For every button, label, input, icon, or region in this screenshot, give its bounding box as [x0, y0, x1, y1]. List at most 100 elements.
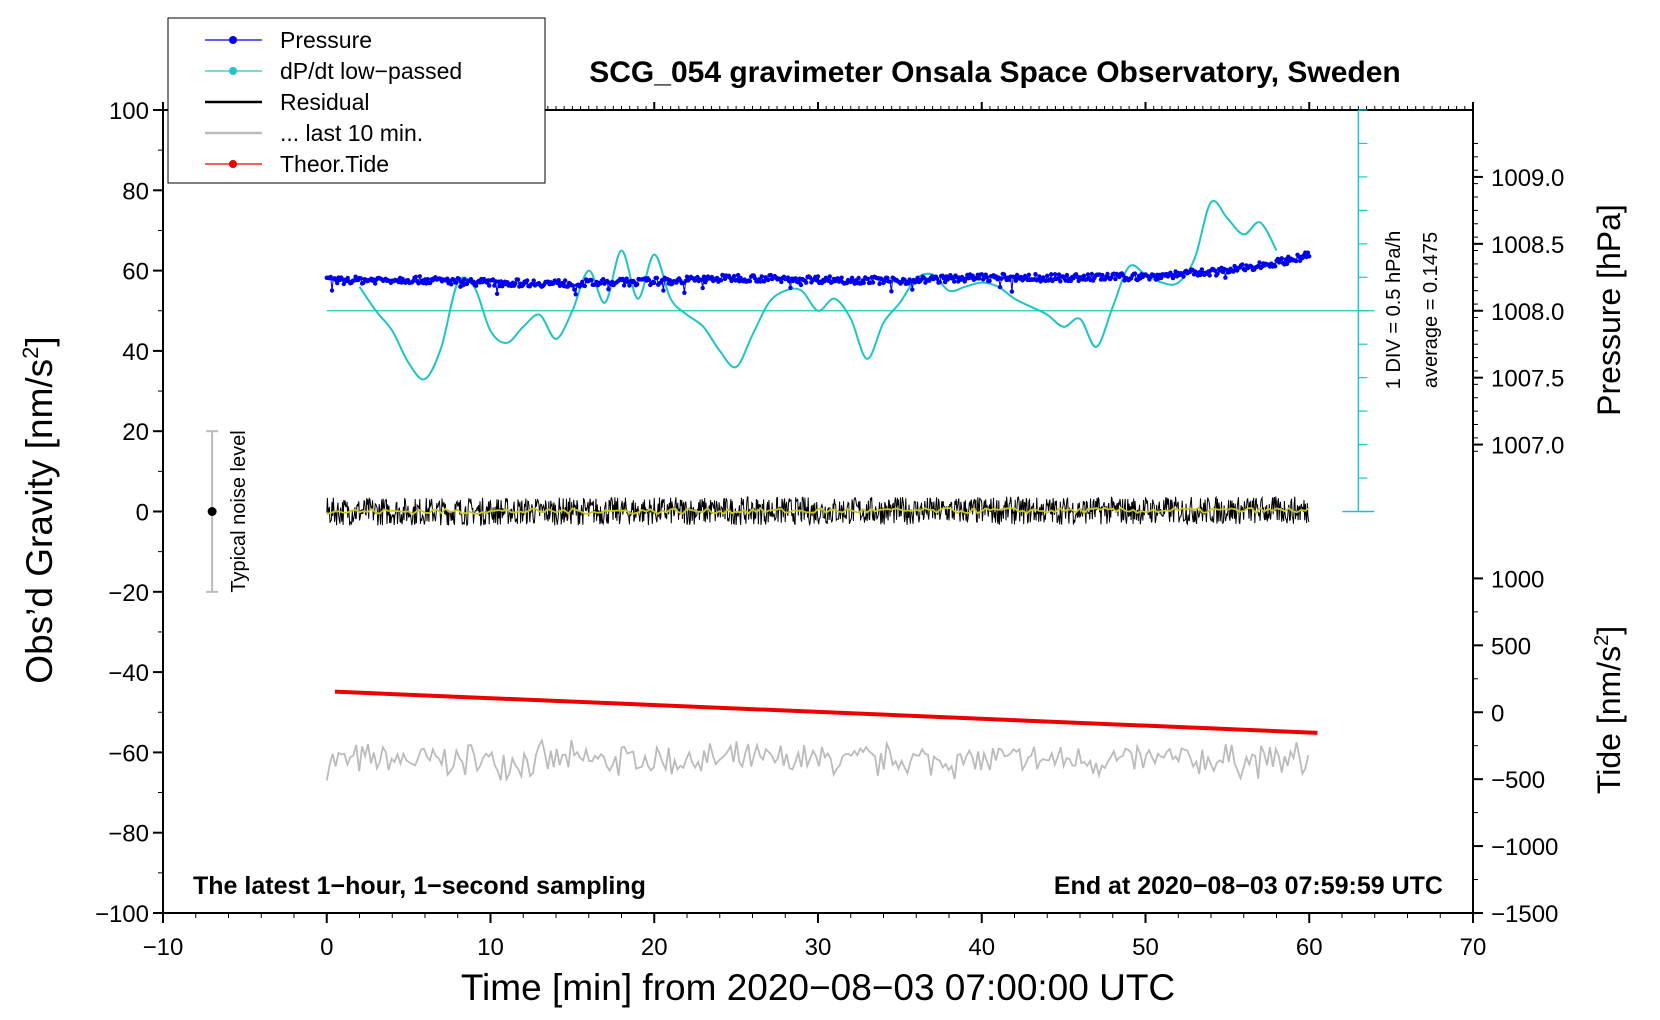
pressure-point [1085, 272, 1091, 277]
pressure-point [984, 275, 990, 280]
dpdt-scale: 1 DIV = 0.5 hPa/h average = 0.1475 [326, 109, 1442, 513]
noise-indicator: Typical noise level [206, 430, 250, 593]
y-tick-label: −40 [108, 660, 149, 687]
pressure-point [345, 275, 350, 281]
y-label-left-end: ] [19, 336, 60, 346]
pressure-point [856, 275, 861, 281]
y-label-tide-sup: 2 [1591, 635, 1613, 646]
pressure-point [735, 272, 741, 278]
pressure-point [682, 290, 687, 295]
y-label-tide-main: Tide [nm/s [1591, 646, 1627, 794]
pressure-point [798, 282, 804, 288]
pressure-point [1159, 275, 1164, 281]
pressure-point [646, 277, 652, 283]
pressure-point [999, 276, 1004, 281]
x-tick-label: 40 [968, 934, 995, 961]
pressure-point [979, 272, 984, 277]
pressure-point [563, 278, 568, 283]
x-tick-label: 10 [477, 934, 504, 961]
pressure-point [454, 280, 459, 285]
pressure-point [701, 274, 707, 279]
pressure-point [1305, 250, 1311, 255]
series-group [324, 199, 1318, 783]
pressure-point [413, 274, 418, 280]
pressure-tick-label: 1007.0 [1491, 433, 1564, 460]
pressure-point [494, 291, 500, 296]
pressure-point [582, 283, 587, 289]
pressure-point [492, 283, 497, 288]
pressure-point [718, 278, 724, 283]
y-tick-label: −60 [108, 740, 149, 767]
pressure-point [997, 284, 1003, 290]
pressure-point [570, 283, 576, 288]
tide-axis-ticks: −1500 −1000 −500 0 500 1000 [1473, 566, 1558, 928]
pressure-point [910, 287, 915, 292]
y-tick-label: 80 [122, 178, 149, 205]
x-tick-label: 60 [1296, 934, 1323, 961]
tide-tick-label: −1500 [1491, 901, 1558, 928]
pressure-point [652, 280, 657, 285]
pressure-point [766, 277, 771, 283]
pressure-point [341, 281, 346, 287]
pressure-point [1064, 272, 1070, 278]
pressure-tick-label: 1008.0 [1491, 299, 1564, 326]
y-axis-label-left: Obs’d Gravity [nm/s2] [18, 336, 60, 683]
x-axis-label: Time [min] from 2020−08−03 07:00:00 UTC [461, 967, 1175, 1008]
tide-tick-label: 0 [1491, 700, 1504, 727]
x-axis-ticks: −10 0 10 20 30 40 50 60 70 [143, 102, 1486, 961]
pressure-point [1223, 275, 1228, 280]
legend-box [167, 17, 546, 184]
pressure-point [1279, 256, 1284, 261]
x-tick-label: 0 [320, 934, 333, 961]
pressure-point [779, 279, 784, 285]
pressure-point [606, 287, 611, 292]
y-tick-label: −100 [95, 901, 149, 928]
x-tick-label: 50 [1132, 934, 1159, 961]
chart-title: SCG_054 gravimeter Onsala Space Observat… [589, 56, 1401, 89]
pressure-point [572, 287, 577, 292]
pressure-point [661, 288, 666, 293]
legend-label: ... last 10 min. [280, 120, 423, 146]
tide-tick-label: −1000 [1491, 834, 1558, 861]
y-axis-label-tide: Tide [nm/s2] [1591, 626, 1627, 794]
pressure-point [952, 279, 957, 284]
series-pressure [324, 250, 1312, 297]
legend-label: Residual [280, 89, 370, 115]
tide-tick-label: −500 [1491, 767, 1545, 794]
pressure-tick-label: 1007.5 [1491, 366, 1564, 393]
pressure-point [1049, 272, 1054, 277]
legend-label: Theor.Tide [280, 151, 389, 177]
pressure-point [1026, 272, 1032, 277]
pressure-point [667, 278, 673, 283]
footer-right: End at 2020−08−03 07:59:59 UTC [1054, 872, 1443, 900]
pressure-point [580, 279, 585, 285]
y-tick-label: 40 [122, 339, 149, 366]
noise-label: Typical noise level [228, 430, 250, 592]
pressure-tick-label: 1009.0 [1491, 165, 1564, 192]
pressure-point [361, 280, 366, 285]
series-residual-smoothed [326, 506, 1310, 516]
y-tick-label: −20 [108, 580, 149, 607]
legend-swatch-dot [229, 67, 237, 75]
pressure-point [785, 275, 791, 280]
pressure-point [1273, 264, 1278, 269]
pressure-point [1215, 271, 1220, 276]
pressure-point [700, 285, 705, 291]
pressure-point [635, 282, 640, 287]
pressure-point [1058, 279, 1063, 284]
pressure-point [1045, 273, 1050, 278]
pressure-point [487, 283, 492, 288]
noise-center-dot [207, 507, 217, 516]
pressure-point [525, 278, 530, 283]
pressure-point [1037, 274, 1042, 279]
pressure-point [449, 282, 454, 287]
pressure-point [1212, 268, 1218, 273]
x-tick-label: 30 [805, 934, 832, 961]
pressure-point [1013, 278, 1018, 283]
pressure-point [373, 281, 378, 286]
pressure-point [1009, 289, 1015, 294]
series-last-10-min [325, 737, 1310, 783]
pressure-point [589, 277, 594, 283]
pressure-point [827, 274, 832, 279]
